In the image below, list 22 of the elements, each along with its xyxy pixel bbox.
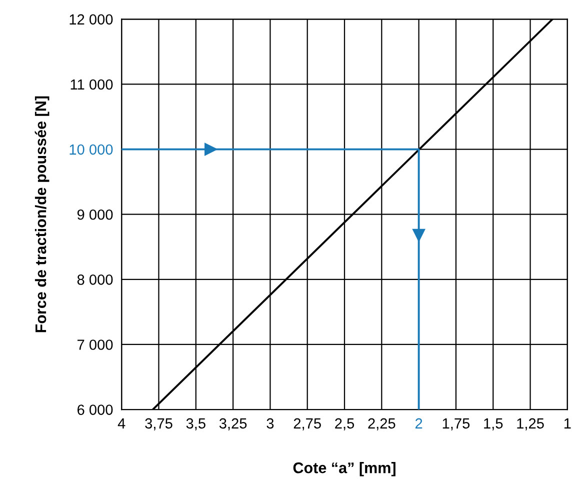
y-tick-label: 11 000: [70, 79, 113, 90]
x-tick-label: 3,25: [219, 418, 247, 430]
y-tick-label: 9 000: [77, 209, 113, 220]
x-tick-label: 2: [415, 418, 422, 428]
x-tick-label: 3: [266, 418, 274, 429]
x-tick-label: 1: [564, 418, 571, 428]
x-tick-label: 2,75: [294, 418, 321, 430]
y-tick-label: 7 000: [78, 340, 113, 350]
y-tick-label: 6 000: [78, 404, 113, 415]
x-tick-label: 1,75: [442, 418, 470, 430]
x-tick-label: 1,5: [484, 418, 503, 430]
x-tick-label: 2,5: [335, 418, 354, 430]
x-axis-title: Cote “a” [mm]: [293, 462, 396, 476]
x-tick-label: 2,25: [368, 418, 396, 430]
x-tick-label: 1,25: [517, 418, 544, 430]
x-tick-label: 3,75: [145, 418, 172, 430]
y-tick-label: 12 000: [70, 14, 113, 25]
y-axis-title: Force de traction/de poussée [N]: [34, 96, 50, 332]
x-tick-label: 3,5: [186, 418, 206, 430]
x-tick-label: 4: [118, 418, 126, 428]
y-tick-label: 8 000: [77, 274, 113, 285]
y-tick-label: 10 000: [70, 144, 113, 155]
